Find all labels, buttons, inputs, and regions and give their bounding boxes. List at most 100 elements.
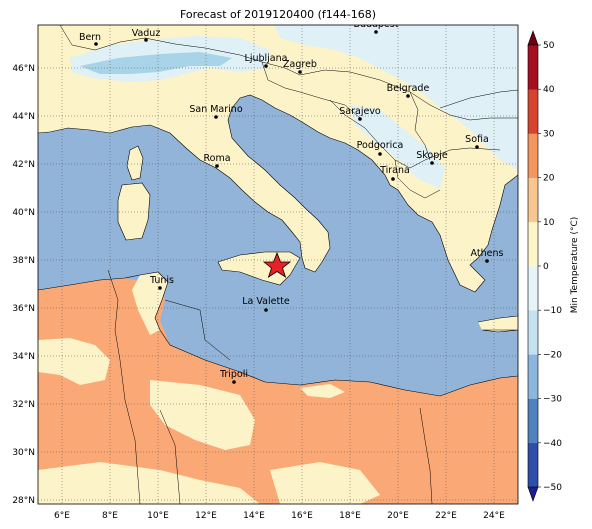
- x-tick-label: 24°E: [483, 511, 505, 521]
- y-tick-label: 28°N: [12, 496, 35, 506]
- colorbar-segment: [528, 221, 538, 267]
- city-label: Podgorica: [357, 140, 404, 151]
- y-tick-label: 34°N: [12, 352, 35, 362]
- x-tick-label: 16°E: [291, 511, 313, 521]
- x-tick-label: 20°E: [387, 511, 409, 521]
- colorbar-tick-label: 30: [543, 129, 555, 139]
- crete-island: [478, 316, 518, 332]
- city-label: Bern: [79, 32, 101, 43]
- city-label: Tirana: [379, 165, 410, 176]
- colorbar-segment: [528, 354, 538, 399]
- city-dot: [475, 145, 479, 149]
- y-tick-label: 32°N: [12, 400, 35, 410]
- city-dot: [485, 259, 489, 263]
- colorbar-tick-label: −20: [543, 350, 562, 360]
- colorbar-segment: [528, 89, 538, 134]
- y-tick-label: 36°N: [12, 304, 35, 314]
- colorbar: 50 40 30 20 10 0 −10 −20 −30 −40 −50: [527, 30, 562, 502]
- sardinia-island: [118, 183, 150, 240]
- colorbar-segment: [528, 266, 538, 311]
- lat-lon-grid: [38, 25, 518, 504]
- city-label: Budapest: [354, 19, 399, 30]
- colorbar-segment: [528, 398, 538, 444]
- corsica-island: [127, 146, 143, 180]
- colorbar-tick-label: 0: [543, 262, 549, 272]
- coastlines: [38, 94, 518, 397]
- city-dot: [214, 115, 218, 119]
- city-dot: [158, 286, 162, 290]
- city-dot: [374, 30, 378, 34]
- city-label: Zagreb: [283, 59, 317, 70]
- city-label: Belgrade: [387, 83, 430, 94]
- y-tick-label: 30°N: [12, 448, 35, 458]
- colorbar-extend-max: [527, 30, 539, 46]
- y-tick-label: 38°N: [12, 256, 35, 266]
- map-title: Forecast of 2019120400 (f144-168): [179, 8, 377, 21]
- city-label: Ljubljana: [245, 53, 288, 64]
- city-label: Sarajevo: [339, 106, 381, 117]
- city-label: Sofia: [465, 134, 489, 145]
- colorbar-label: Min Temperature (°C): [570, 217, 580, 314]
- city-dot: [215, 164, 219, 168]
- colorbar-extend-min: [527, 486, 539, 502]
- city-dot: [94, 42, 98, 46]
- colorbar-tick-label: 40: [543, 85, 555, 95]
- colorbar-segment: [528, 177, 538, 223]
- y-tick-label: 42°N: [12, 160, 35, 170]
- colorbar-tick-label: 20: [543, 174, 555, 184]
- north-africa-mild: [38, 338, 110, 385]
- x-tick-label: 14°E: [243, 511, 265, 521]
- city-label: San Marino: [189, 104, 242, 115]
- balkan-cool-zone: [275, 25, 518, 170]
- x-tick-label: 22°E: [435, 511, 457, 521]
- country-borders: [59, 25, 518, 504]
- city-dot: [298, 70, 302, 74]
- city-label: Tripoli: [219, 369, 248, 380]
- city-label: Athens: [471, 248, 504, 259]
- city-dot: [144, 38, 148, 42]
- y-tick-label: 44°N: [12, 112, 35, 122]
- x-tick-label: 8°E: [102, 511, 118, 521]
- city-label: Tunis: [149, 275, 174, 286]
- x-tick-label: 12°E: [195, 511, 217, 521]
- x-tick-label: 10°E: [147, 511, 169, 521]
- north-africa-mild: [38, 462, 260, 504]
- colorbar-tick-label: −30: [543, 395, 562, 405]
- city-dot: [232, 380, 236, 384]
- y-tick-label: 40°N: [12, 208, 35, 218]
- star-marker: [262, 251, 292, 278]
- city-label: Vaduz: [132, 28, 161, 39]
- alps-cold-zone: [80, 52, 232, 74]
- x-tick-label: 6°E: [54, 511, 70, 521]
- city-dot: [391, 177, 395, 181]
- colorbar-segment: [528, 133, 538, 178]
- city-dot: [378, 152, 382, 156]
- north-africa-mild: [270, 462, 380, 504]
- city-dot: [264, 64, 268, 68]
- city-label: La Valette: [242, 296, 290, 307]
- colorbar-tick-label: −50: [543, 483, 562, 493]
- colorbar-tick-label: −40: [543, 439, 562, 449]
- city-dot: [264, 308, 268, 312]
- city-label: Roma: [203, 153, 230, 164]
- city-label: Skopje: [416, 150, 448, 161]
- colorbar-tick-label: 50: [543, 41, 555, 51]
- x-tick-label: 18°E: [339, 511, 361, 521]
- city-dot: [406, 94, 410, 98]
- colorbar-tick-label: −10: [543, 306, 562, 316]
- map-frame: [37, 24, 519, 505]
- y-tick-labels: 46°N 44°N 42°N 40°N 38°N 36°N 34°N 32°N 30°N 28°N: [12, 64, 35, 506]
- x-tick-labels: 6°E 8°E 10°E 12°E 14°E 16°E 18°E 20°E 22°E 24°E: [54, 511, 505, 521]
- north-africa-mild: [300, 384, 345, 398]
- city-dot: [358, 117, 362, 121]
- balkan-cool-zone: [350, 105, 445, 188]
- city-dot: [430, 161, 434, 165]
- colorbar-segment: [528, 45, 538, 90]
- north-africa-mild: [150, 380, 255, 450]
- colorbar-segment: [528, 310, 538, 355]
- colorbar-tick-label: 10: [543, 218, 555, 228]
- colorbar-segment: [528, 442, 538, 488]
